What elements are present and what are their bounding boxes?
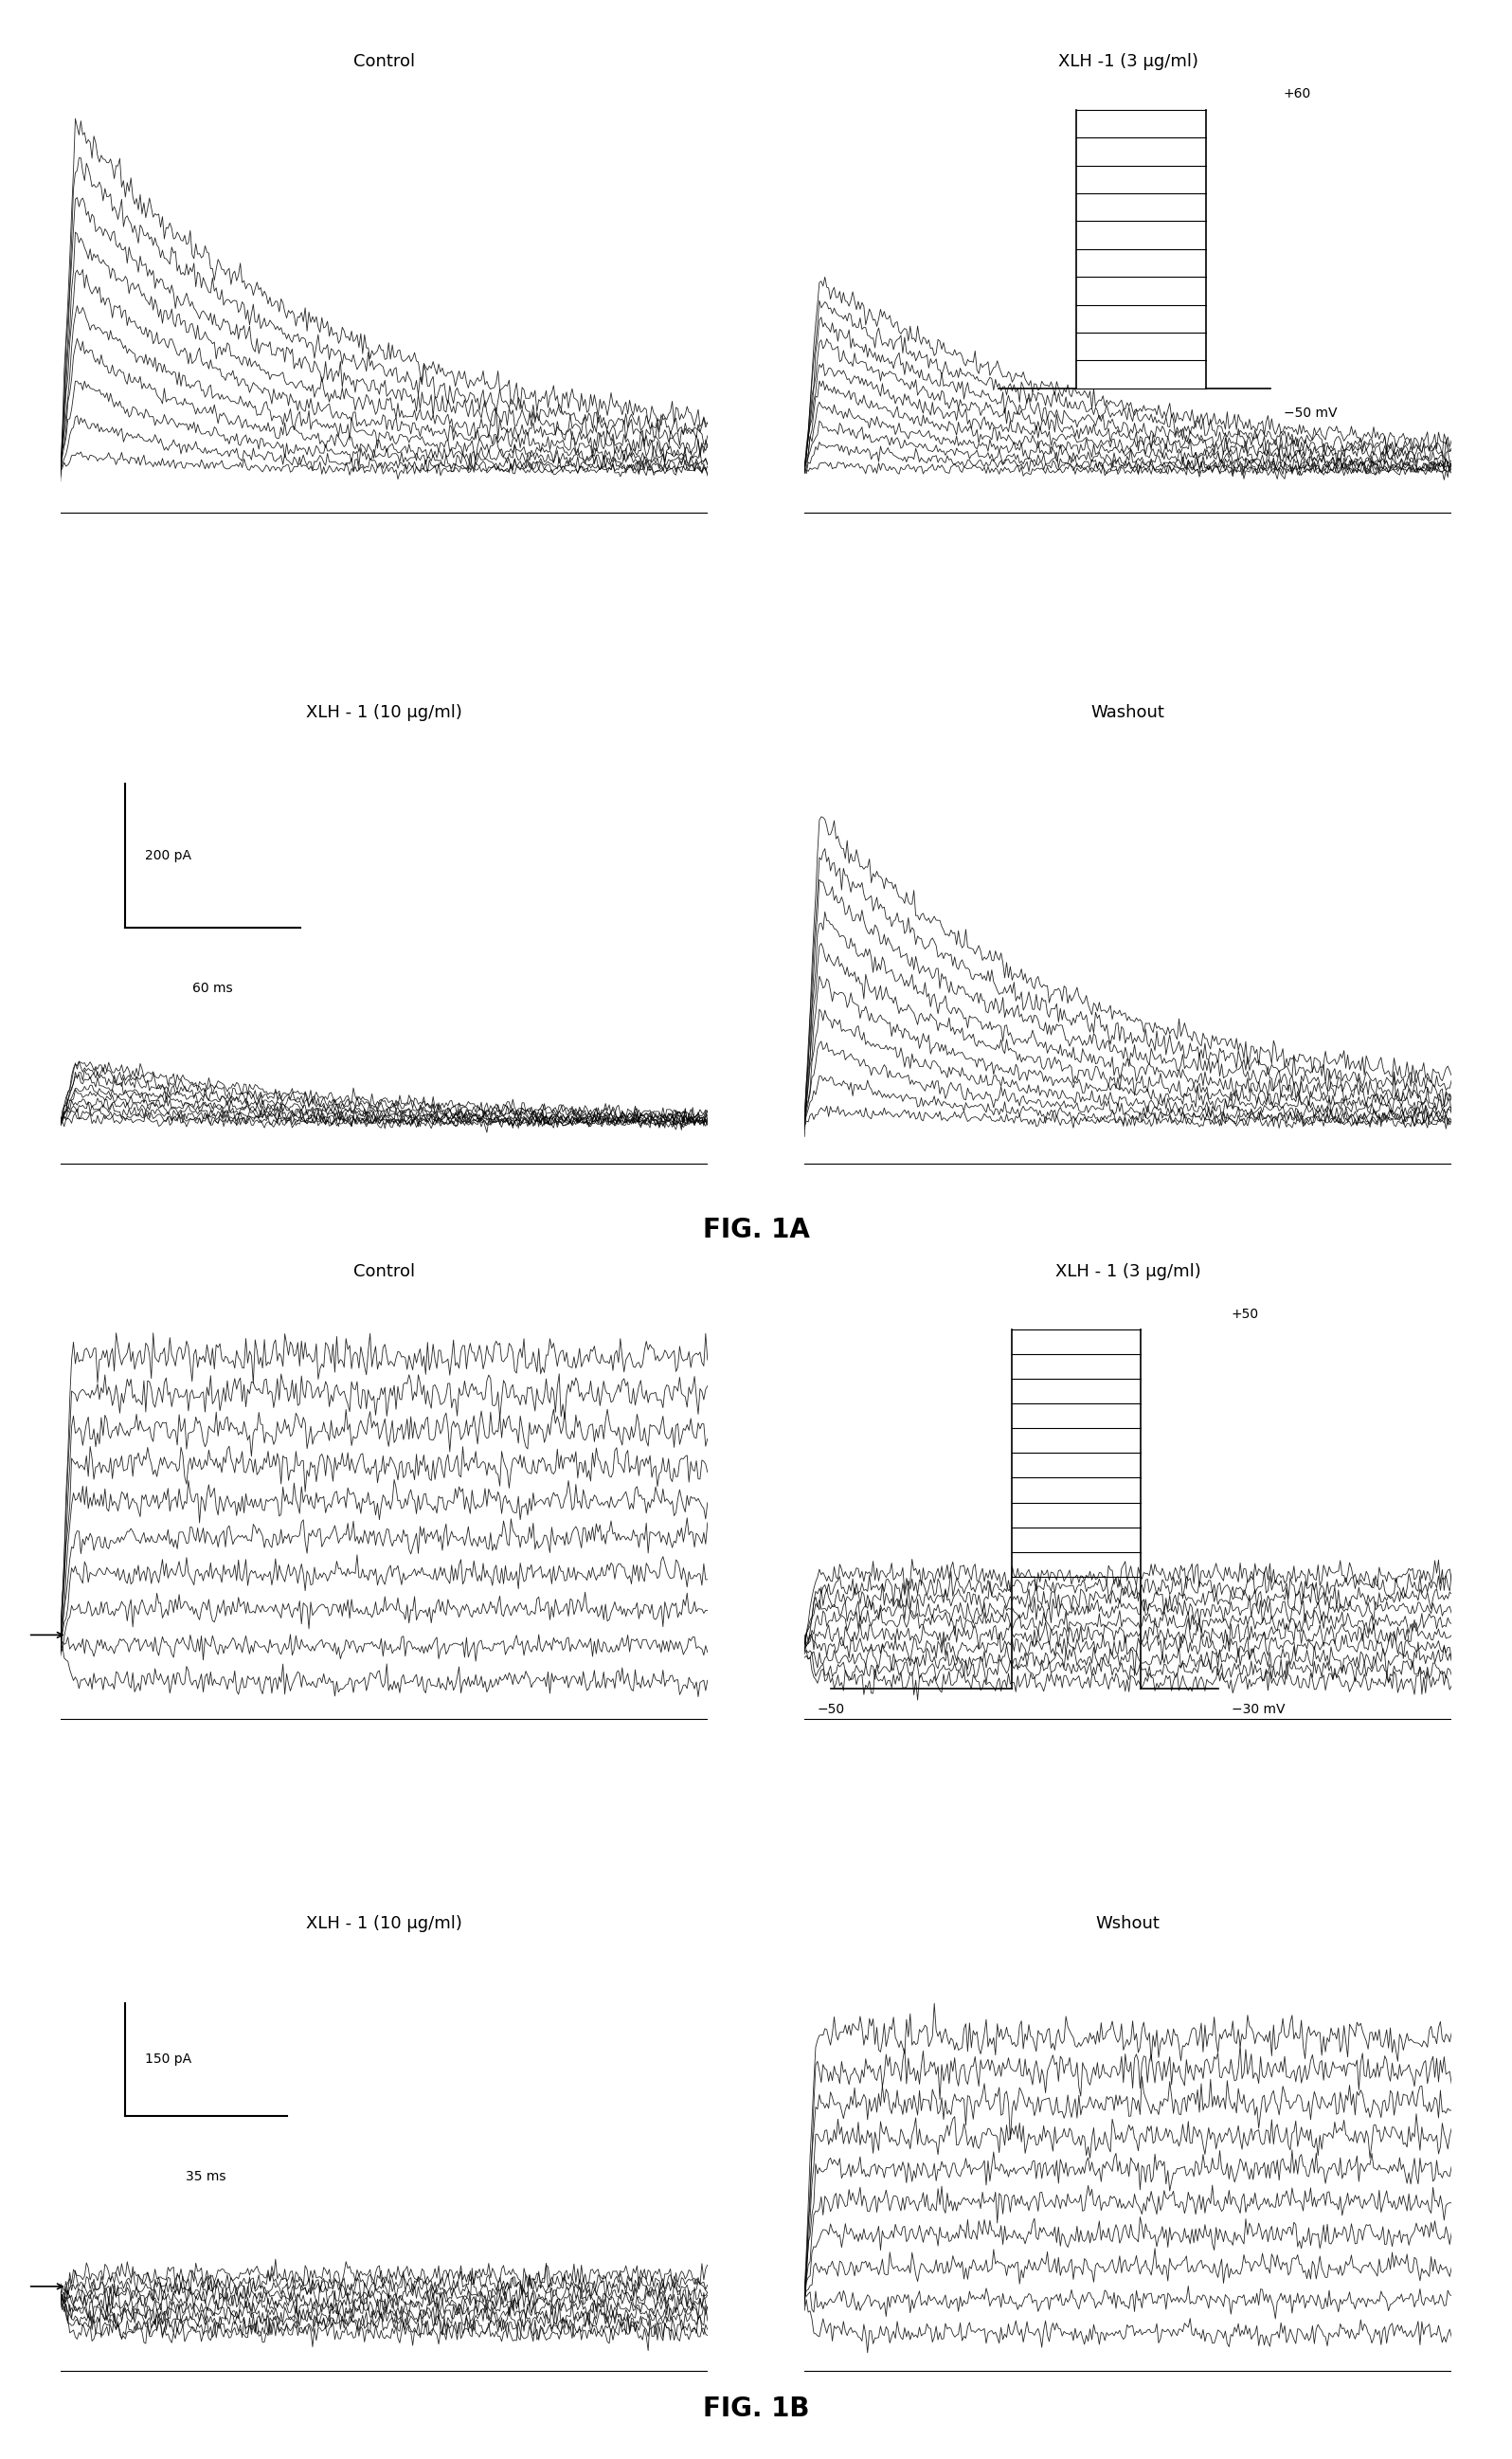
Text: 60 ms: 60 ms bbox=[192, 981, 233, 993]
Text: 150 pA: 150 pA bbox=[145, 2053, 191, 2066]
Text: FIG. 1A: FIG. 1A bbox=[703, 1217, 809, 1242]
Text: +60: +60 bbox=[1284, 89, 1311, 101]
Title: XLH -1 (3 μg/ml): XLH -1 (3 μg/ml) bbox=[1058, 52, 1198, 69]
Title: XLH - 1 (10 μg/ml): XLH - 1 (10 μg/ml) bbox=[305, 1916, 463, 1933]
Title: Washout: Washout bbox=[1092, 703, 1164, 720]
Text: 35 ms: 35 ms bbox=[186, 2169, 227, 2184]
Title: Control: Control bbox=[354, 52, 414, 69]
Text: −50: −50 bbox=[818, 1702, 845, 1716]
Title: XLH - 1 (3 μg/ml): XLH - 1 (3 μg/ml) bbox=[1055, 1264, 1201, 1281]
Text: +50: +50 bbox=[1232, 1308, 1259, 1320]
Text: 200 pA: 200 pA bbox=[145, 848, 191, 863]
Text: FIG. 1B: FIG. 1B bbox=[703, 2395, 809, 2422]
Title: Control: Control bbox=[354, 1264, 414, 1281]
Title: XLH - 1 (10 μg/ml): XLH - 1 (10 μg/ml) bbox=[305, 703, 463, 720]
Title: Wshout: Wshout bbox=[1096, 1916, 1160, 1933]
Text: −30 mV: −30 mV bbox=[1232, 1702, 1285, 1716]
Text: −50 mV: −50 mV bbox=[1284, 406, 1337, 420]
